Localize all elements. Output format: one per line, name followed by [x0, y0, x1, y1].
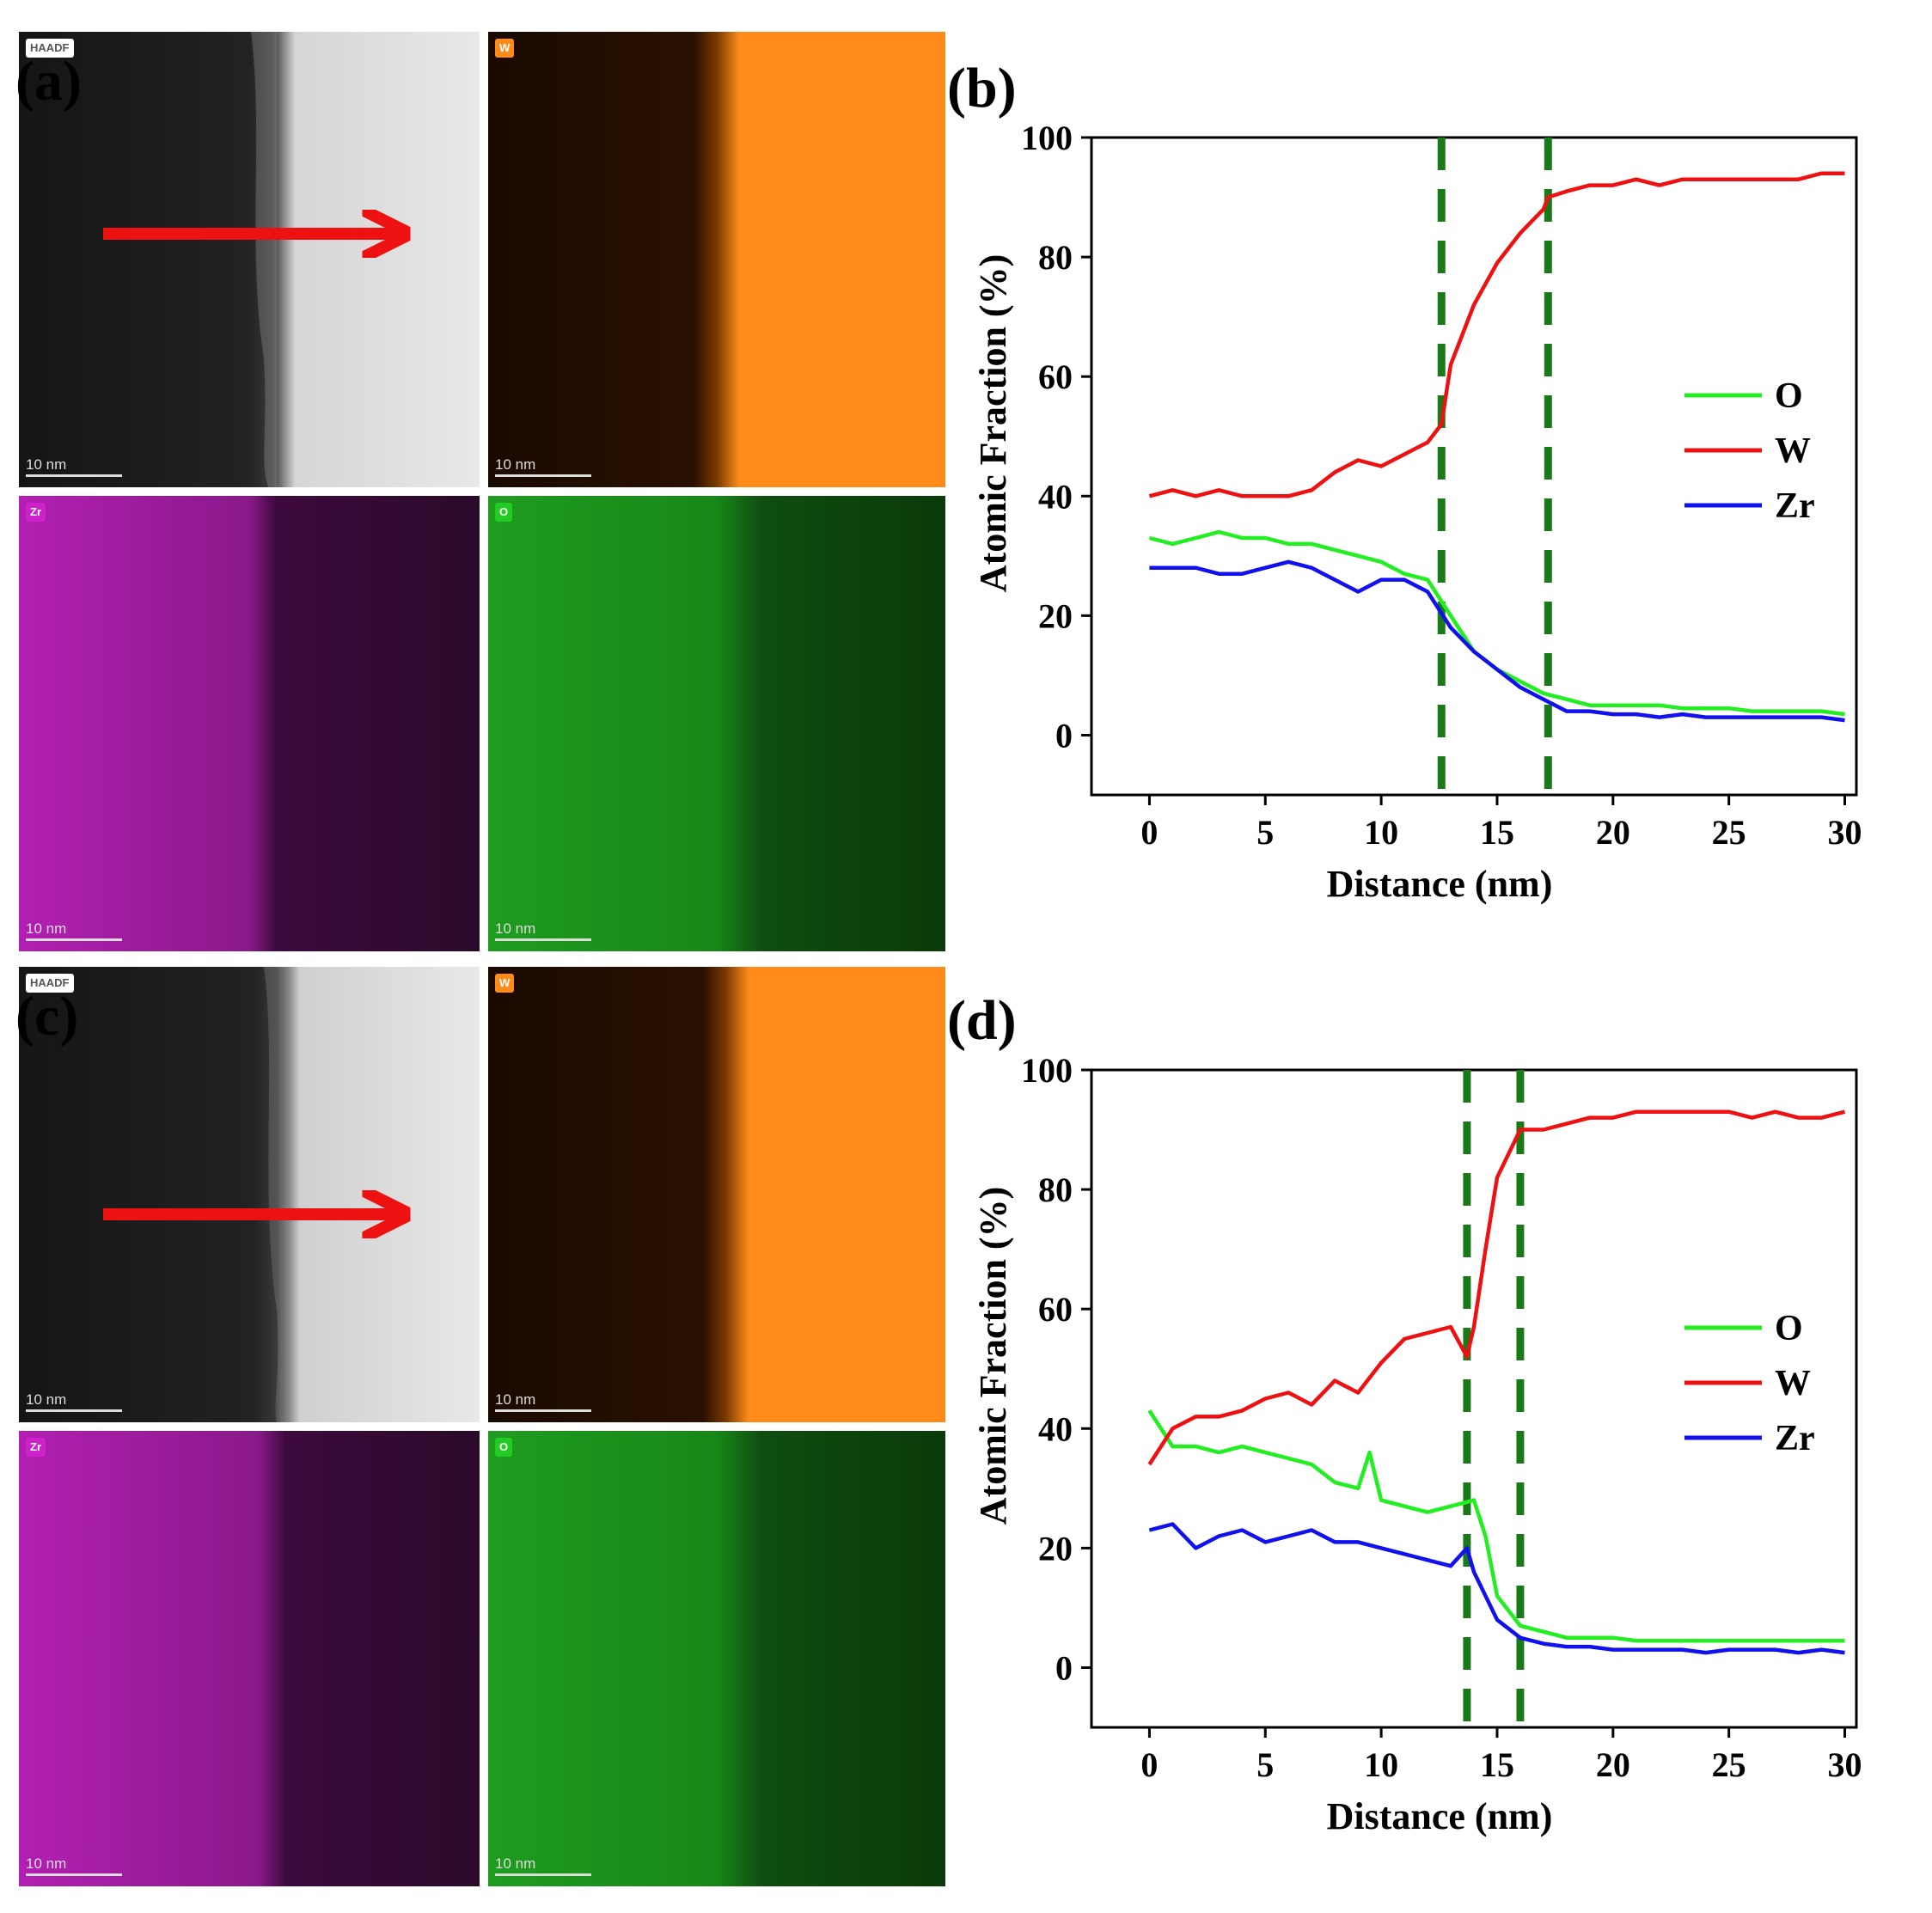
w-map-c: W 10 nm [488, 967, 945, 1422]
x-tick-label: 20 [1596, 813, 1630, 852]
zr-map-c-svg [19, 1431, 480, 1886]
y-tick-label: 40 [1038, 1409, 1073, 1448]
x-tick-label: 30 [1828, 1745, 1862, 1784]
x-tick-label: 15 [1480, 1745, 1514, 1784]
legend-label-zr: Zr [1775, 1419, 1815, 1458]
series-line-w [1147, 1109, 1846, 1466]
y-axis-label: Atomic Fraction (%) [972, 1187, 1014, 1525]
x-tick-label: 25 [1712, 813, 1746, 852]
legend-label-o: O [1775, 376, 1803, 416]
x-tick-label: 10 [1364, 813, 1398, 852]
panel-label-a: (a) [15, 50, 82, 113]
haadf-image-c: HAADF 10 nm [19, 967, 480, 1422]
y-tick-label: 20 [1038, 596, 1073, 635]
series-line-o [1147, 1409, 1845, 1643]
y-tick-label: 80 [1038, 1170, 1073, 1209]
zr-map-a-svg [19, 496, 480, 951]
panel-label-c: (c) [15, 985, 79, 1048]
line-chart-b: 0 5 10 15 20 25 30 0 20 40 60 80 100 Distance (nm) Ato… [972, 119, 1862, 905]
scale-bar-label: 10 nm [26, 1391, 67, 1408]
w-map-a: W 10 nm [488, 32, 945, 487]
series-line-zr [1148, 1522, 1845, 1655]
scale-bar-label: 10 nm [495, 920, 536, 937]
o-map-a: O 10 nm [488, 496, 945, 951]
scale-bar-label: 10 nm [26, 456, 67, 473]
o-map-a-svg [488, 496, 945, 951]
haadf-image-c-svg [19, 967, 480, 1422]
x-axis-label: Distance (nm) [1327, 863, 1553, 905]
y-tick-label: 80 [1038, 238, 1073, 277]
zr-badge: Zr [26, 503, 46, 522]
haadf-badge: HAADF [26, 974, 74, 993]
x-tick-label: 25 [1712, 1745, 1746, 1784]
y-tick-label: 20 [1038, 1529, 1073, 1568]
panel-label-d: (d) [947, 989, 1017, 1052]
panel-label-b: (b) [947, 57, 1017, 119]
x-tick-label: 20 [1596, 1745, 1630, 1784]
scale-bar-label: 10 nm [495, 1391, 536, 1408]
x-tick-label: 10 [1364, 1745, 1398, 1784]
plot-frame [1090, 136, 1858, 797]
o-map-c-svg [488, 1431, 945, 1886]
scale-bar-label: 10 nm [26, 1855, 67, 1872]
scale-bar-label: 10 nm [495, 1855, 536, 1872]
y-tick-label: 100 [1021, 1051, 1073, 1090]
w-badge: W [495, 39, 515, 58]
series-line-w [1148, 171, 1845, 498]
plot-frame [1090, 1068, 1858, 1729]
x-tick-label: 15 [1480, 813, 1514, 852]
haadf-badge: HAADF [26, 39, 74, 58]
x-tick-label: 0 [1140, 813, 1158, 852]
scale-bar: 10 nm [26, 1391, 122, 1412]
y-axis-label: Atomic Fraction (%) [972, 254, 1014, 592]
x-tick-label: 30 [1828, 813, 1862, 852]
y-tick-label: 100 [1021, 119, 1073, 157]
legend-label-w: W [1775, 431, 1811, 471]
w-map-c-svg [488, 967, 945, 1422]
y-tick-label: 0 [1055, 716, 1073, 755]
scale-bar: 10 nm [495, 1391, 591, 1412]
zr-map-a: Zr 10 nm [19, 496, 480, 951]
w-map-a-svg [488, 32, 945, 487]
o-badge: O [495, 1438, 513, 1457]
y-tick-label: 60 [1038, 1290, 1073, 1329]
x-tick-label: 0 [1140, 1745, 1158, 1784]
y-tick-label: 60 [1038, 358, 1073, 396]
x-tick-label: 5 [1256, 813, 1274, 852]
haadf-image-a: HAADF 10 nm [19, 32, 480, 487]
line-chart-d: 0 5 10 15 20 25 30 0 20 40 60 80 100 Distance (nm) Ato… [972, 1051, 1862, 1837]
zr-badge: Zr [26, 1438, 46, 1457]
scale-bar: 10 nm [26, 920, 122, 941]
legend-label-o: O [1775, 1309, 1803, 1348]
series-line-zr [1149, 559, 1845, 723]
scale-bar-label: 10 nm [26, 920, 67, 937]
legend-label-w: W [1775, 1364, 1811, 1403]
x-axis-label: Distance (nm) [1327, 1795, 1553, 1837]
x-tick-label: 5 [1256, 1745, 1274, 1784]
w-badge: W [495, 974, 515, 993]
y-tick-label: 0 [1055, 1648, 1073, 1687]
o-badge: O [495, 503, 513, 522]
o-map-c: O 10 nm [488, 1431, 945, 1886]
scale-bar-label: 10 nm [495, 456, 536, 473]
scale-bar: 10 nm [495, 456, 591, 477]
zr-map-c: Zr 10 nm [19, 1431, 480, 1886]
scale-bar: 10 nm [26, 456, 122, 477]
haadf-image-a-svg [19, 32, 480, 487]
scale-bar: 10 nm [495, 1855, 591, 1876]
scale-bar: 10 nm [495, 920, 591, 941]
series-line-o [1148, 529, 1845, 717]
y-tick-label: 40 [1038, 477, 1073, 516]
legend-label-zr: Zr [1775, 486, 1815, 526]
scale-bar: 10 nm [26, 1855, 122, 1876]
